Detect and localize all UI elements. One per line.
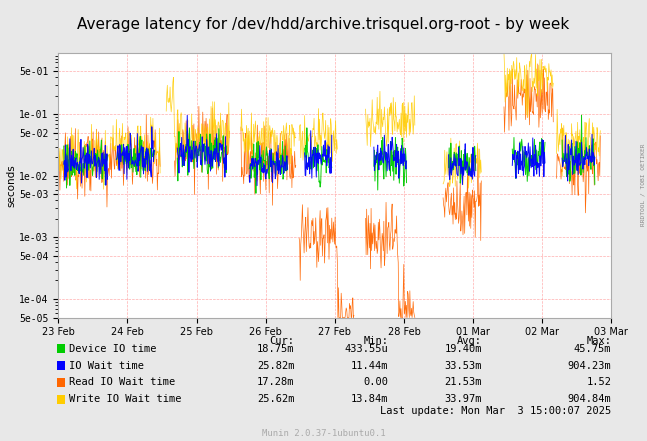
Text: Min:: Min:	[363, 336, 388, 346]
Text: 21.53m: 21.53m	[444, 377, 482, 387]
Text: 13.84m: 13.84m	[351, 394, 388, 404]
Text: Munin 2.0.37-1ubuntu0.1: Munin 2.0.37-1ubuntu0.1	[261, 429, 386, 437]
Text: Cur:: Cur:	[269, 336, 294, 346]
Text: 25.82m: 25.82m	[257, 361, 294, 370]
Text: Avg:: Avg:	[457, 336, 482, 346]
Text: Max:: Max:	[586, 336, 611, 346]
Text: 45.75m: 45.75m	[574, 344, 611, 354]
Text: Device IO time: Device IO time	[69, 344, 157, 354]
Text: Write IO Wait time: Write IO Wait time	[69, 394, 182, 404]
Text: 904.84m: 904.84m	[567, 394, 611, 404]
Text: 33.53m: 33.53m	[444, 361, 482, 370]
Text: Last update: Mon Mar  3 15:00:07 2025: Last update: Mon Mar 3 15:00:07 2025	[380, 406, 611, 416]
Text: 11.44m: 11.44m	[351, 361, 388, 370]
Text: 1.52: 1.52	[586, 377, 611, 387]
Text: RRDTOOL / TOBI OETIKER: RRDTOOL / TOBI OETIKER	[641, 144, 646, 227]
Text: 18.75m: 18.75m	[257, 344, 294, 354]
Text: Read IO Wait time: Read IO Wait time	[69, 377, 175, 387]
Text: 17.28m: 17.28m	[257, 377, 294, 387]
Text: 25.62m: 25.62m	[257, 394, 294, 404]
Y-axis label: seconds: seconds	[6, 164, 16, 206]
Text: 904.23m: 904.23m	[567, 361, 611, 370]
Text: IO Wait time: IO Wait time	[69, 361, 144, 370]
Text: 33.97m: 33.97m	[444, 394, 482, 404]
Text: 19.40m: 19.40m	[444, 344, 482, 354]
Text: Average latency for /dev/hdd/archive.trisquel.org-root - by week: Average latency for /dev/hdd/archive.tri…	[78, 17, 569, 32]
Text: 433.55u: 433.55u	[344, 344, 388, 354]
Text: 0.00: 0.00	[363, 377, 388, 387]
